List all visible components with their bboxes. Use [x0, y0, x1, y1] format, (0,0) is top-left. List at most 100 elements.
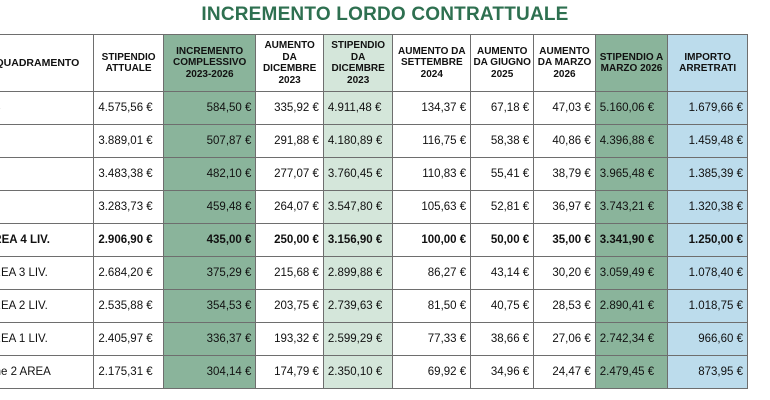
cell-aumento-settembre-2024: 110,83 € [392, 157, 472, 191]
cell-aumento-dicembre-2023: 174,79 € [255, 355, 324, 389]
cell-inquadramento: AREA 4 LIV. [0, 223, 95, 257]
cell-aumento-dicembre-2023: 291,88 € [255, 124, 324, 158]
cell-stipendio-marzo-2026: 3.965,48 € [594, 157, 669, 191]
cell-stipendio-marzo-2026: 5.160,06 € [594, 91, 669, 125]
cell-stipendio-attuale: 2.175,31 € [93, 355, 164, 389]
cell-aumento-dicembre-2023: 264,07 € [255, 190, 324, 224]
cell-aumento-settembre-2024: 105,63 € [392, 190, 472, 224]
cell-aumento-marzo-2026: 35,00 € [533, 223, 596, 257]
cell-inquadramento: Q4 [0, 91, 95, 125]
cell-aumento-settembre-2024: 134,37 € [392, 91, 472, 125]
cell-aumento-marzo-2026: 38,79 € [533, 157, 596, 191]
cell-aumento-marzo-2026: 28,53 € [533, 289, 596, 323]
table-row: AREA 3 LIV.2.684,20 €375,29 €215,68 €2.8… [0, 256, 748, 290]
table-row: AREA 4 LIV.2.906,90 €435,00 €250,00 €3.1… [0, 223, 748, 257]
cell-importo-arretrati: 1.078,40 € [667, 256, 748, 290]
cell-aumento-settembre-2024: 81,50 € [392, 289, 472, 323]
cell-aumento-marzo-2026: 27,06 € [533, 322, 596, 356]
cell-stipendio-marzo-2026: 2.479,45 € [594, 355, 669, 389]
cell-stipendio-attuale: 3.483,38 € [93, 157, 164, 191]
cell-stipendio-attuale: 2.405,97 € [93, 322, 164, 356]
header-aumento-giugno-2025: AUMENTO DA GIUGNO 2025 [470, 34, 535, 92]
cell-aumento-settembre-2024: 116,75 € [392, 124, 472, 158]
cell-aumento-dicembre-2023: 215,68 € [255, 256, 324, 290]
cell-importo-arretrati: 1.385,39 € [667, 157, 748, 191]
cell-stipendio-dicembre-2023: 3.156,90 € [322, 223, 394, 257]
header-row: INQUADRAMENTO STIPENDIO ATTUALE INCREMEN… [0, 34, 748, 92]
cell-aumento-dicembre-2023: 193,32 € [255, 322, 324, 356]
table-row: Q33.889,01 €507,87 €291,88 €4.180,89 €11… [0, 124, 748, 158]
cell-stipendio-marzo-2026: 3.059,49 € [594, 256, 669, 290]
cell-incremento-complessivo: 375,29 € [162, 256, 257, 290]
cell-stipendio-attuale: 2.535,88 € [93, 289, 164, 323]
cell-aumento-marzo-2026: 47,03 € [533, 91, 596, 125]
cell-importo-arretrati: 966,60 € [667, 322, 748, 356]
cell-stipendio-marzo-2026: 2.890,41 € [594, 289, 669, 323]
cell-incremento-complessivo: 336,37 € [162, 322, 257, 356]
cell-aumento-giugno-2025: 38,66 € [470, 322, 535, 356]
cell-stipendio-dicembre-2023: 3.547,80 € [322, 190, 394, 224]
cell-incremento-complessivo: 482,10 € [162, 157, 257, 191]
cell-importo-arretrati: 873,95 € [667, 355, 748, 389]
cell-inquadramento: AREA 2 LIV. [0, 289, 95, 323]
cell-stipendio-dicembre-2023: 3.760,45 € [322, 157, 394, 191]
cell-inquadramento: Q2 [0, 157, 95, 191]
cell-incremento-complessivo: 584,50 € [162, 91, 257, 125]
cell-aumento-giugno-2025: 52,81 € [470, 190, 535, 224]
cell-stipendio-marzo-2026: 3.341,90 € [594, 223, 669, 257]
table-row: AREA 2 LIV.2.535,88 €354,53 €203,75 €2.7… [0, 289, 748, 323]
cell-incremento-complessivo: 435,00 € [162, 223, 257, 257]
cell-aumento-marzo-2026: 24,47 € [533, 355, 596, 389]
cell-incremento-complessivo: 354,53 € [162, 289, 257, 323]
header-importo-arretrati: IMPORTO ARRETRATI [667, 34, 748, 92]
cell-aumento-settembre-2024: 100,00 € [392, 223, 472, 257]
cell-stipendio-attuale: 4.575,56 € [93, 91, 164, 125]
table-row: AREA 1 LIV.2.405,97 €336,37 €193,32 €2.5… [0, 322, 748, 356]
cell-aumento-giugno-2025: 50,00 € [470, 223, 535, 257]
cell-aumento-dicembre-2023: 250,00 € [255, 223, 324, 257]
cell-aumento-settembre-2024: 77,33 € [392, 322, 472, 356]
header-aumento-marzo-2026: AUMENTO DA MARZO 2026 [533, 34, 596, 92]
cell-incremento-complessivo: 459,48 € [162, 190, 257, 224]
cell-aumento-marzo-2026: 36,97 € [533, 190, 596, 224]
cell-aumento-dicembre-2023: 335,92 € [255, 91, 324, 125]
cell-stipendio-marzo-2026: 2.742,34 € [594, 322, 669, 356]
cell-stipendio-dicembre-2023: 4.911,48 € [322, 91, 394, 125]
cell-aumento-dicembre-2023: 203,75 € [255, 289, 324, 323]
cell-stipendio-marzo-2026: 3.743,21 € [594, 190, 669, 224]
cell-aumento-giugno-2025: 34,96 € [470, 355, 535, 389]
cell-incremento-complessivo: 304,14 € [162, 355, 257, 389]
cell-stipendio-marzo-2026: 4.396,88 € [594, 124, 669, 158]
cell-stipendio-dicembre-2023: 2.350,10 € [322, 355, 394, 389]
cell-inquadramento: Q1 [0, 190, 95, 224]
cell-stipendio-dicembre-2023: 2.899,88 € [322, 256, 394, 290]
cell-aumento-marzo-2026: 40,86 € [533, 124, 596, 158]
header-stipendio-marzo-2026: STIPENDIO A MARZO 2026 [594, 34, 669, 92]
cell-inquadramento: Fine 2 AREA [0, 355, 95, 389]
cell-aumento-marzo-2026: 30,20 € [533, 256, 596, 290]
cell-aumento-giugno-2025: 43,14 € [470, 256, 535, 290]
cell-importo-arretrati: 1.679,66 € [667, 91, 748, 125]
header-aumento-settembre-2024: AUMENTO DA SETTEMBRE 2024 [392, 34, 472, 92]
cell-stipendio-attuale: 3.889,01 € [93, 124, 164, 158]
cell-importo-arretrati: 1.018,75 € [667, 289, 748, 323]
header-stipendio-dicembre-2023: STIPENDIO DA DICEMBRE 2023 [322, 34, 394, 92]
header-inquadramento: INQUADRAMENTO [0, 34, 95, 92]
cell-aumento-settembre-2024: 69,92 € [392, 355, 472, 389]
cell-importo-arretrati: 1.459,48 € [667, 124, 748, 158]
cell-importo-arretrati: 1.320,38 € [667, 190, 748, 224]
cell-aumento-giugno-2025: 40,75 € [470, 289, 535, 323]
cell-aumento-settembre-2024: 86,27 € [392, 256, 472, 290]
cell-inquadramento: Q3 [0, 124, 95, 158]
header-incremento-complessivo: INCREMENTO COMPLESSIVO 2023-2026 [162, 34, 257, 92]
header-stipendio-attuale: STIPENDIO ATTUALE [93, 34, 164, 92]
cell-aumento-giugno-2025: 67,18 € [470, 91, 535, 125]
cell-stipendio-attuale: 2.684,20 € [93, 256, 164, 290]
cell-stipendio-attuale: 3.283,73 € [93, 190, 164, 224]
table-row: Q44.575,56 €584,50 €335,92 €4.911,48 €13… [0, 91, 748, 125]
cell-aumento-giugno-2025: 55,41 € [470, 157, 535, 191]
table-body: Q44.575,56 €584,50 €335,92 €4.911,48 €13… [0, 91, 748, 389]
table-row: Q13.283,73 €459,48 €264,07 €3.547,80 €10… [0, 190, 748, 224]
cell-stipendio-dicembre-2023: 2.739,63 € [322, 289, 394, 323]
